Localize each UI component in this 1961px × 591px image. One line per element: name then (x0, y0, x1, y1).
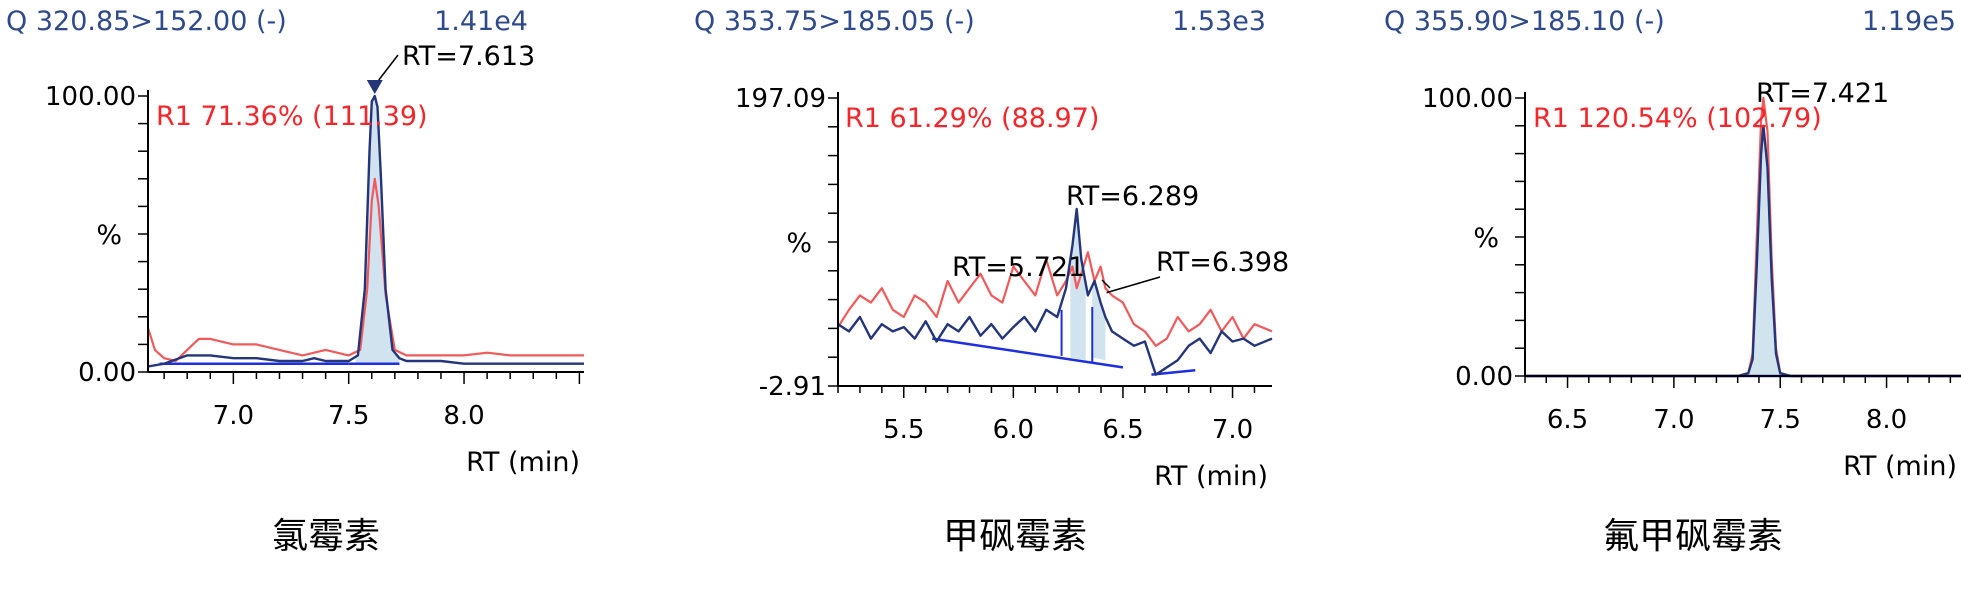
peak-label-leader (378, 54, 399, 81)
chromatogram-trace (837, 207, 1273, 376)
chromatogram-panel-3: Q 355.90>185.10 (-) 1.19e5 100.00 0.00% 6.5 7… (1384, 6, 1961, 557)
compound-caption: 甲砜霉素 (943, 516, 1087, 557)
ratio-label: R1 61.29% (88.97) (845, 103, 1099, 134)
y-axis-label: % (786, 228, 812, 259)
y-tick-label: 100.00 (1422, 84, 1513, 114)
peak-rt-label: RT=6.398 (1156, 247, 1289, 278)
reference-trace (1525, 96, 1961, 378)
x-tick-label: 8.0 (1866, 405, 1907, 435)
y-tick-label: -2.91 (759, 372, 826, 402)
transition-header: Q 320.85>152.00 (-) (6, 6, 287, 37)
x-tick-label: 6.5 (1102, 415, 1143, 445)
x-tick-label: 6.0 (993, 415, 1034, 445)
x-axis-label: RT (min) (1154, 461, 1268, 492)
peak-label-leader (1101, 279, 1111, 289)
peak-area (1744, 128, 1785, 376)
x-tick-label: 8.0 (443, 401, 484, 431)
peak-label-leader (1106, 276, 1161, 294)
peak-rt-label: RT=7.421 (1756, 78, 1889, 109)
intensity-label: 1.19e5 (1862, 6, 1956, 37)
x-tick-label: 5.5 (883, 415, 924, 445)
chromatogram-panel-2: Q 353.75>185.05 (-) 1.53e3 197.09 -2.91% 5.5… (694, 6, 1289, 557)
x-tick-label: 7.5 (1760, 405, 1801, 435)
chromatogram-trace (1525, 124, 1961, 378)
y-tick-label: 0.00 (78, 358, 136, 388)
peak-rt-label: RT=6.289 (1066, 181, 1199, 212)
chromatogram-trace (147, 94, 584, 368)
ratio-label: R1 120.54% (102.79) (1533, 103, 1822, 134)
x-tick-label: 7.0 (1653, 405, 1694, 435)
peak-area (1092, 281, 1106, 361)
y-tick-label: 197.09 (735, 84, 826, 114)
x-tick-label: 7.0 (1212, 415, 1253, 445)
chromatogram-panel-1: Q 320.85>152.00 (-) 1.41e4 100.00 0.00% 7.0 7… (6, 6, 584, 557)
transition-header: Q 355.90>185.10 (-) (1384, 6, 1665, 37)
compound-caption: 氯霉素 (272, 516, 380, 557)
x-tick-label: 6.5 (1547, 405, 1588, 435)
x-tick-label: 7.0 (213, 401, 254, 431)
x-tick-label: 7.5 (328, 401, 369, 431)
x-axis-label: RT (min) (466, 447, 580, 478)
intensity-label: 1.53e3 (1172, 6, 1266, 37)
peak-marker-icon (366, 80, 383, 94)
transition-header: Q 353.75>185.05 (-) (694, 6, 975, 37)
peak-rt-label: RT=7.613 (402, 41, 535, 72)
reference-trace (146, 177, 584, 363)
integration-baseline (932, 337, 1124, 369)
x-axis-label: RT (min) (1843, 451, 1957, 482)
y-axis-label: % (1473, 223, 1499, 254)
y-axis-label: % (96, 220, 122, 251)
y-tick-label: 0.00 (1455, 362, 1513, 392)
compound-caption: 氟甲砜霉素 (1603, 516, 1783, 557)
intensity-label: 1.41e4 (434, 6, 528, 37)
y-tick-label: 100.00 (45, 82, 136, 112)
peak-rt-label: RT=5.721 (952, 252, 1085, 283)
ratio-label: R1 71.36% (111.39) (156, 101, 428, 132)
